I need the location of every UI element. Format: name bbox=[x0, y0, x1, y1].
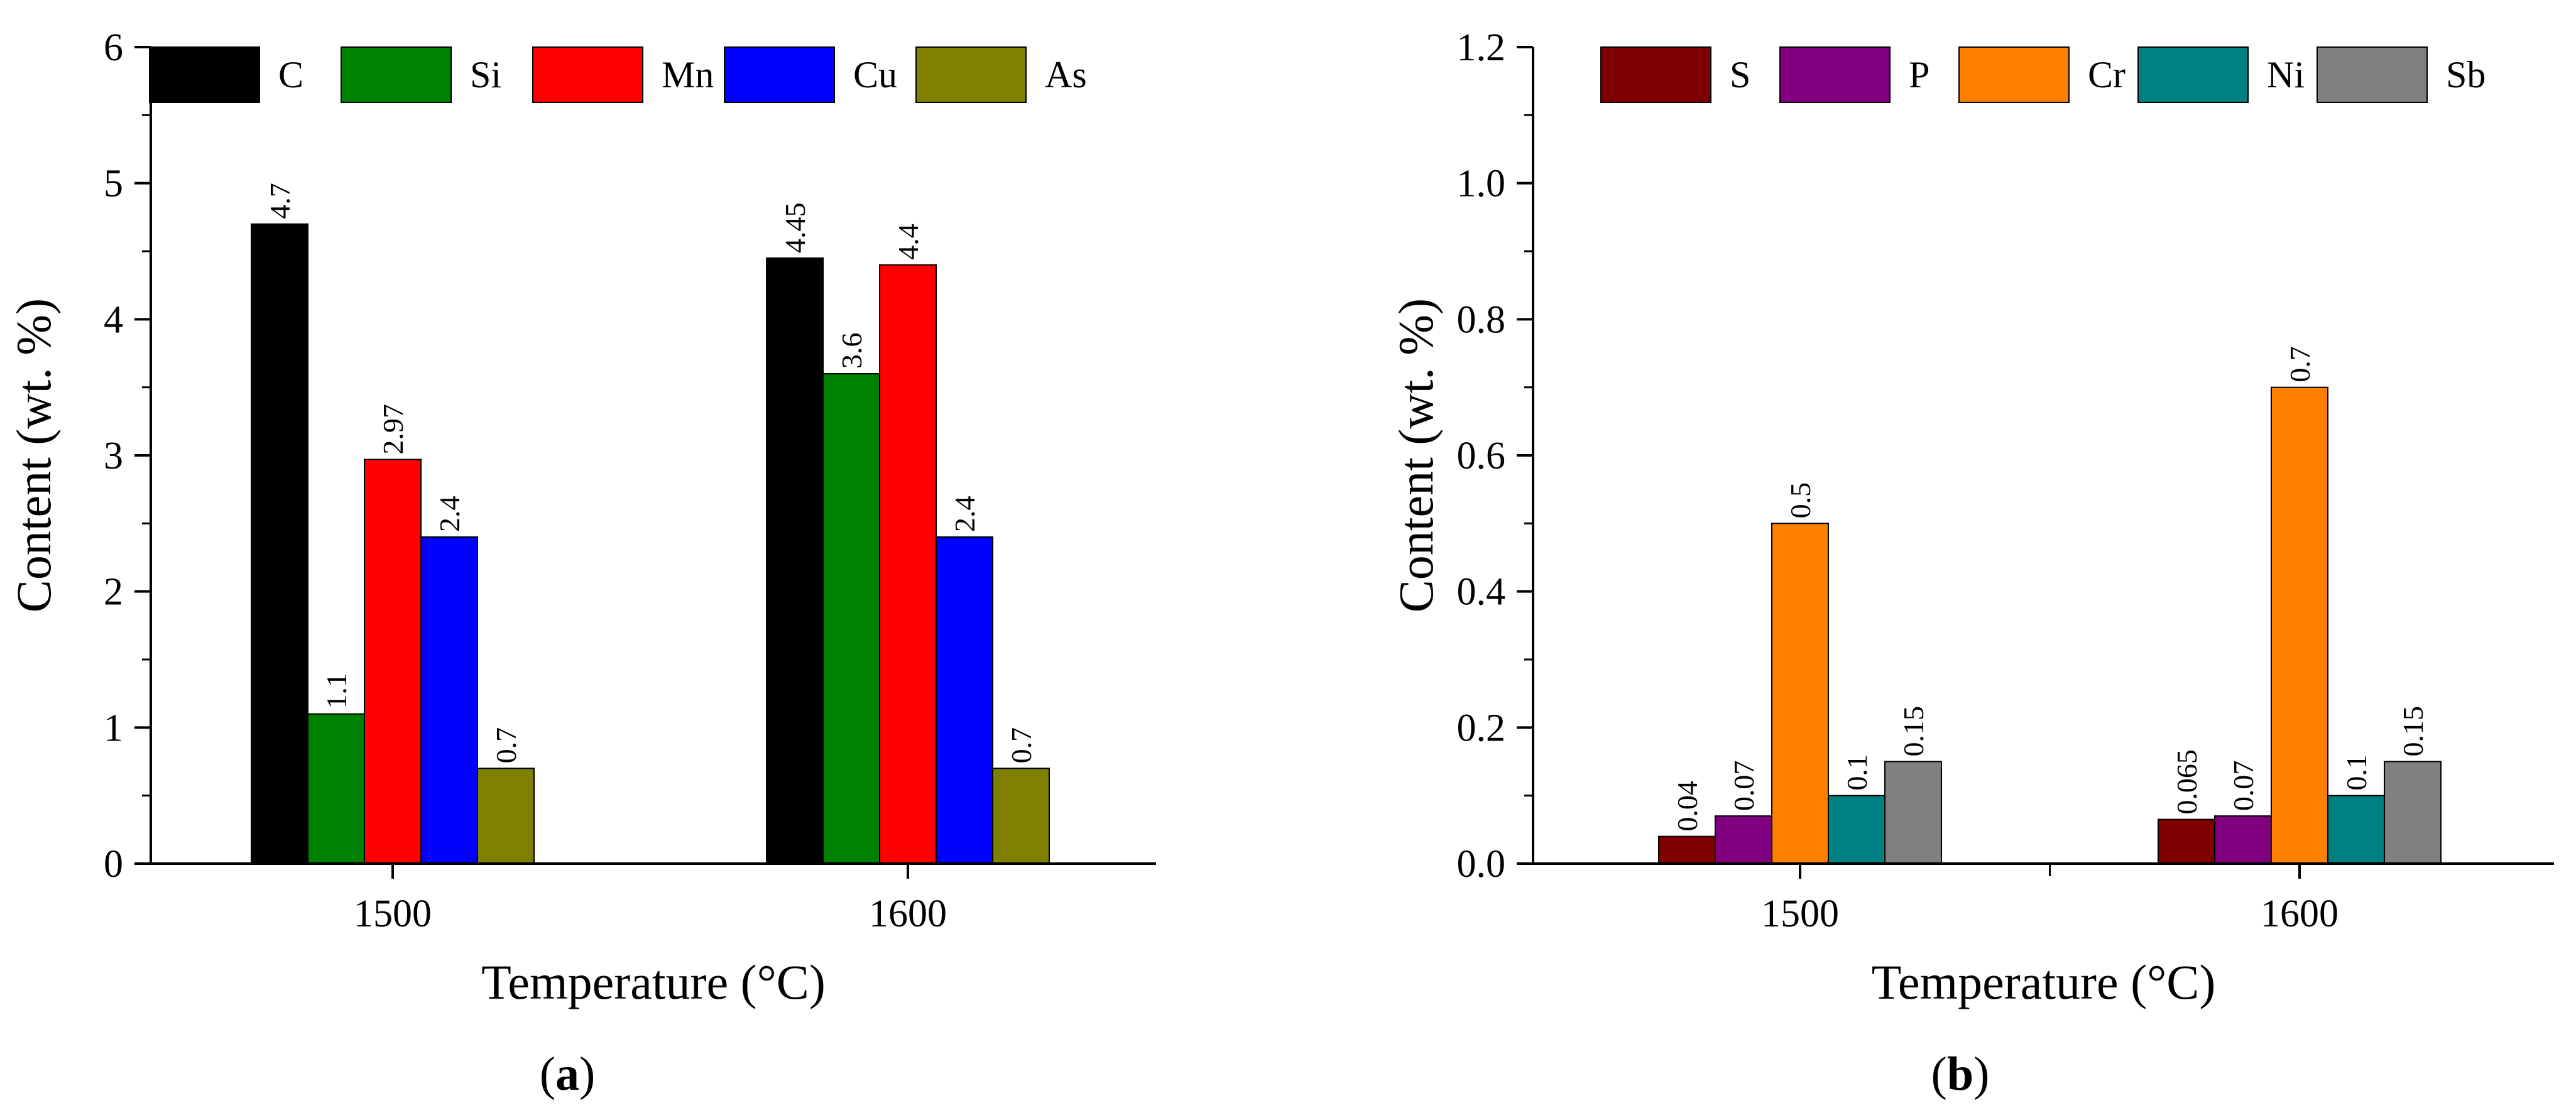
legend-label-cr: Cr bbox=[2088, 54, 2126, 95]
data-label-sb-1500: 0.15 bbox=[1897, 706, 1929, 757]
bar-mn-1500 bbox=[364, 459, 422, 864]
bar-si-1500 bbox=[307, 713, 365, 864]
bar-ni-1500 bbox=[1828, 795, 1886, 864]
bar-s-1500 bbox=[1658, 835, 1716, 864]
y-tick-label: 6 bbox=[104, 26, 123, 69]
y-axis-title: Content (wt. %) bbox=[1389, 298, 1443, 612]
legend-swatch-si bbox=[341, 46, 452, 103]
y-tick-label: 5 bbox=[104, 163, 123, 205]
y-tick-label: 1 bbox=[104, 707, 123, 749]
data-label-si-1600: 3.6 bbox=[836, 333, 868, 369]
legend-swatch-mn bbox=[532, 46, 643, 103]
bar-ni-1600 bbox=[2327, 795, 2385, 864]
legend-label-c: C bbox=[278, 54, 303, 95]
y-tick-label: 2 bbox=[104, 571, 123, 614]
data-label-p-1500: 0.07 bbox=[1728, 761, 1760, 811]
bar-as-1500 bbox=[477, 768, 535, 865]
caption-letter: a bbox=[555, 1048, 579, 1100]
legend-label-ni: Ni bbox=[2267, 54, 2305, 95]
legend-label-sb: Sb bbox=[2446, 54, 2486, 95]
bar-cr-1500 bbox=[1771, 523, 1829, 864]
data-label-cr-1500: 0.5 bbox=[1784, 482, 1816, 519]
x-axis-title: Temperature (°C) bbox=[481, 955, 826, 1009]
y-tick-label: 0.0 bbox=[1457, 843, 1506, 886]
data-label-ni-1500: 0.1 bbox=[1841, 754, 1873, 791]
y-tick-label: 0.6 bbox=[1457, 435, 1506, 477]
panel-caption-b: (b) bbox=[1931, 1048, 1990, 1100]
chart-panel-b: 0.04 0.07 0.5 0.1 0.15 0.065 0.07 0.7 0.1 0.15 0.0… bbox=[1389, 26, 2554, 1100]
bar-c-1600 bbox=[766, 257, 824, 865]
legend-swatch-as bbox=[915, 46, 1027, 103]
data-label-s-1500: 0.04 bbox=[1671, 781, 1703, 832]
caption-letter: b bbox=[1947, 1048, 1973, 1100]
bar-mn-1600 bbox=[879, 264, 937, 864]
panel-caption-a: (a) bbox=[540, 1048, 596, 1100]
x-axis-title: Temperature (°C) bbox=[1872, 955, 2216, 1009]
data-label-cu-1500: 2.4 bbox=[434, 496, 466, 533]
bar-s-1600 bbox=[2158, 818, 2215, 865]
y-tick-label: 4 bbox=[104, 298, 123, 341]
legend-label-p: P bbox=[1909, 54, 1929, 95]
x-tick-label-1600: 1600 bbox=[869, 893, 947, 935]
legend-swatch-cr bbox=[1958, 46, 2070, 103]
y-tick-label: 1.2 bbox=[1457, 26, 1506, 69]
bar-sb-1600 bbox=[2384, 761, 2442, 864]
y-tick-label: 0 bbox=[104, 843, 123, 886]
data-label-p-1600: 0.07 bbox=[2227, 761, 2259, 811]
x-tick-label-1500: 1500 bbox=[1761, 893, 1839, 935]
data-label-cu-1600: 2.4 bbox=[949, 496, 981, 533]
x-tick-label-1500: 1500 bbox=[354, 893, 432, 935]
legend-swatch-s bbox=[1600, 46, 1711, 103]
data-label-c-1600: 4.45 bbox=[779, 202, 811, 253]
legend-swatch-c bbox=[149, 46, 260, 103]
data-label-ni-1600: 0.1 bbox=[2340, 754, 2372, 791]
data-label-s-1600: 0.065 bbox=[2171, 749, 2203, 815]
data-label-cr-1600: 0.7 bbox=[2284, 346, 2316, 383]
y-tick-label: 0.2 bbox=[1457, 707, 1506, 749]
bar-sb-1500 bbox=[1884, 761, 1942, 864]
y-tick-label: 0.8 bbox=[1457, 298, 1506, 341]
legend-label-s: S bbox=[1730, 54, 1750, 95]
legend-swatch-p bbox=[1779, 46, 1891, 103]
data-label-c-1500: 4.7 bbox=[264, 183, 296, 219]
caption-close-paren: ) bbox=[579, 1048, 595, 1100]
bar-cr-1600 bbox=[2271, 386, 2328, 864]
data-label-si-1500: 1.1 bbox=[320, 673, 352, 709]
data-label-as-1600: 0.7 bbox=[1005, 727, 1037, 764]
legend-label-as: As bbox=[1045, 54, 1087, 95]
legend-label-si: Si bbox=[470, 54, 501, 95]
y-axis-title: Content (wt. %) bbox=[6, 298, 61, 612]
data-label-sb-1600: 0.15 bbox=[2397, 706, 2429, 757]
bar-si-1600 bbox=[822, 373, 880, 864]
bar-cu-1500 bbox=[420, 536, 478, 864]
y-tick-label: 1.0 bbox=[1457, 163, 1506, 205]
y-tick-label: 0.4 bbox=[1457, 571, 1506, 614]
data-label-as-1500: 0.7 bbox=[490, 727, 522, 764]
x-tick-label-1600: 1600 bbox=[2261, 893, 2339, 935]
chart-panel-a: 4.7 1.1 2.97 2.4 0.7 4.45 3.6 4.4 2.4 0.7 0 1 2 3 4 5 6 1… bbox=[6, 26, 1156, 1100]
bar-cu-1600 bbox=[936, 536, 993, 864]
y-tick-label: 3 bbox=[104, 435, 123, 477]
bar-as-1600 bbox=[992, 768, 1050, 865]
data-label-mn-1500: 2.97 bbox=[377, 404, 409, 455]
legend-swatch-ni bbox=[2137, 46, 2249, 103]
data-label-mn-1600: 4.4 bbox=[892, 224, 924, 260]
legend-swatch-sb bbox=[2317, 46, 2428, 103]
bar-c-1500 bbox=[251, 223, 308, 864]
caption-open-paren: ( bbox=[1931, 1048, 1947, 1100]
caption-open-paren: ( bbox=[540, 1048, 555, 1100]
bar-p-1600 bbox=[2214, 815, 2272, 864]
legend-label-cu: Cu bbox=[853, 54, 897, 95]
legend-label-mn: Mn bbox=[662, 54, 714, 95]
caption-close-paren: ) bbox=[1973, 1048, 1989, 1100]
legend-swatch-cu bbox=[724, 46, 835, 103]
bar-p-1500 bbox=[1715, 815, 1772, 864]
